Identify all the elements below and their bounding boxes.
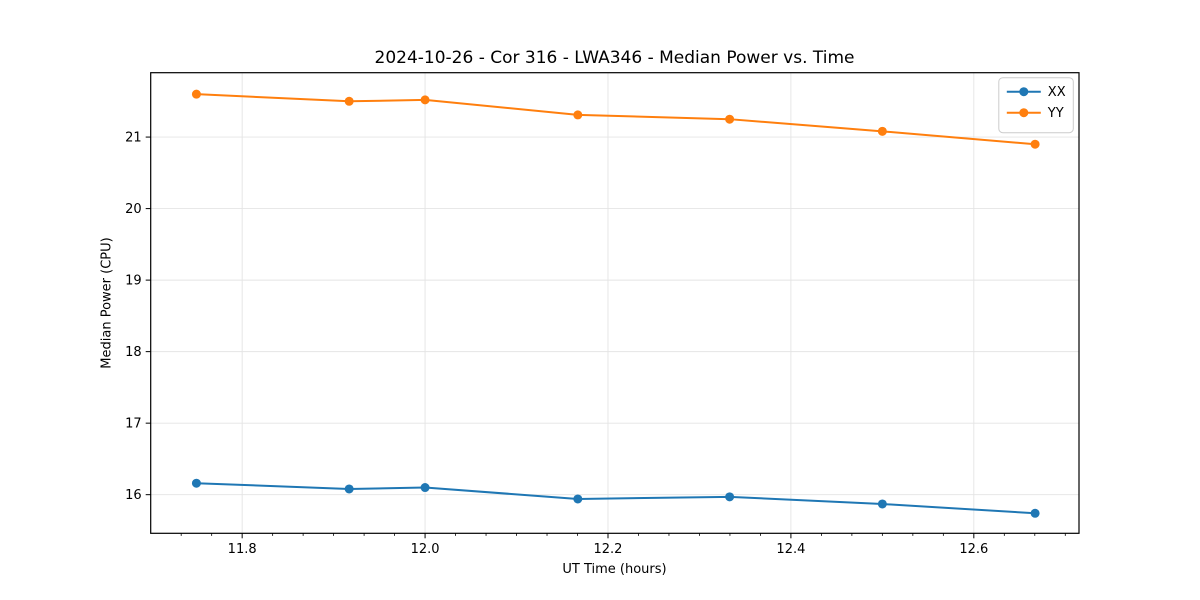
- series-marker-YY: [877, 126, 887, 136]
- series-marker-YY: [1030, 139, 1040, 149]
- legend-label: YY: [1047, 106, 1064, 121]
- x-tick-label: 12.4: [776, 542, 805, 557]
- y-tick-label: 16: [125, 488, 142, 503]
- x-axis-label: UT Time (hours): [562, 562, 667, 577]
- series-marker-YY: [725, 114, 735, 124]
- y-axis-label: Median Power (CPU): [99, 237, 115, 369]
- series-marker-YY: [191, 89, 201, 99]
- series-marker-YY: [420, 95, 430, 105]
- y-tick-label: 18: [125, 345, 142, 360]
- x-tick-label: 12.6: [959, 542, 988, 557]
- legend-label: XX: [1048, 85, 1066, 100]
- x-tick-label: 12.2: [594, 542, 623, 557]
- y-tick-label: 21: [125, 131, 142, 146]
- series-marker-XX: [420, 483, 430, 493]
- y-tick-label: 17: [125, 417, 142, 432]
- legend-marker: [1019, 108, 1029, 118]
- legend-marker: [1019, 87, 1029, 97]
- y-tick-label: 20: [125, 202, 142, 217]
- chart-title: 2024-10-26 - Cor 316 - LWA346 - Median P…: [374, 48, 855, 68]
- legend: XX YY: [998, 77, 1074, 134]
- series-marker-XX: [877, 499, 887, 509]
- series-marker-XX: [1030, 508, 1040, 518]
- x-tick-label: 12.0: [411, 542, 440, 557]
- series-marker-XX: [573, 494, 583, 504]
- series-marker-XX: [191, 478, 201, 488]
- series-marker-YY: [344, 96, 354, 106]
- series-marker-XX: [344, 484, 354, 494]
- x-tick-label: 11.8: [228, 542, 257, 557]
- series-marker-XX: [725, 492, 735, 502]
- series-marker-YY: [573, 110, 583, 120]
- y-tick-label: 19: [125, 274, 142, 289]
- legend-item-XX: XX: [1006, 85, 1066, 100]
- plot-border: [150, 72, 1080, 534]
- legend-item-YY: YY: [1006, 106, 1064, 121]
- series-line-XX: [195, 482, 1037, 515]
